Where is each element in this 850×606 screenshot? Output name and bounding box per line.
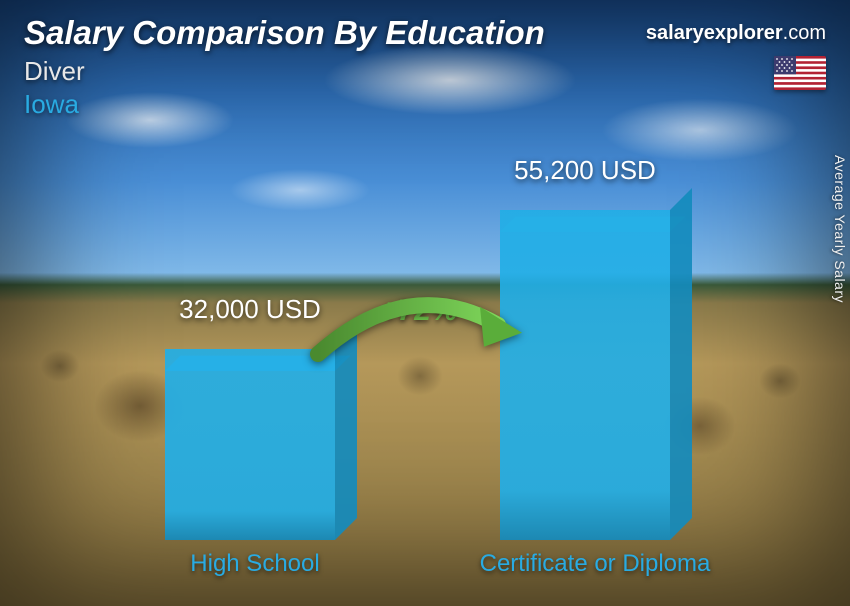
bar-body [500,210,670,540]
location-label: Iowa [24,89,545,120]
increase-arrow-icon [300,278,540,368]
bar-front-face [500,210,670,540]
header: Salary Comparison By Education Diver Iow… [24,14,545,120]
infographic-canvas: Salary Comparison By Education Diver Iow… [0,0,850,606]
bar-label: High School [165,550,345,578]
axis-label: Average Yearly Salary [832,155,848,303]
brand-suffix: .com [783,22,826,44]
bar-value: 55,200 USD [500,155,670,186]
bar-chart: +72% 32,000 USDHigh School55,200 USDCert… [0,148,850,578]
page-title: Salary Comparison By Education [24,14,545,52]
brand-logo: salaryexplorer.com [646,22,826,45]
arrow-head-icon [480,307,522,347]
bar-front-face [165,349,335,540]
bar-label: Certificate or Diploma [445,550,745,578]
bar-side-face [670,188,692,540]
country-flag-icon [774,56,826,90]
arrow-arc [318,305,498,354]
bar-body [165,349,335,540]
brand-name: salaryexplorer [646,22,783,44]
job-subtitle: Diver [24,56,545,87]
